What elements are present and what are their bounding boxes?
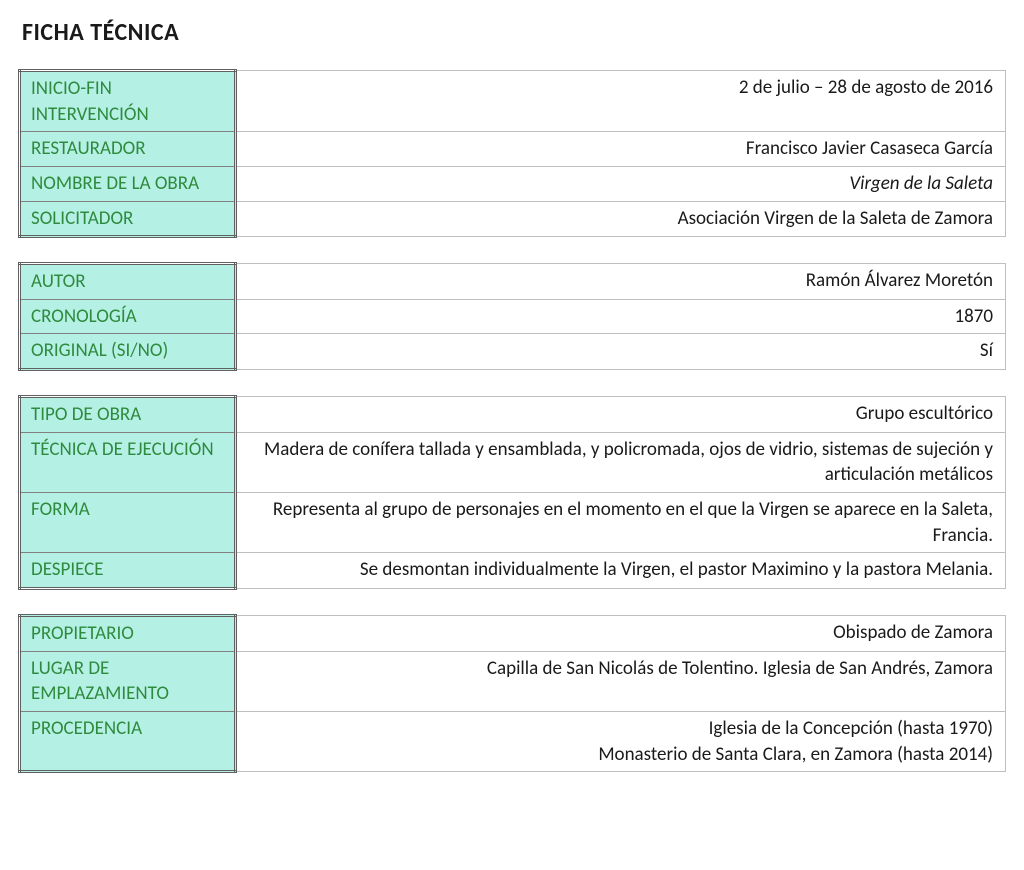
data-block: PROPIETARIOObispado de ZamoraLUGAR DE EM… [18, 614, 1006, 773]
table-row: TIPO DE OBRAGrupo escultórico [20, 397, 1006, 433]
data-block: INICIO-FIN INTERVENCIÓN2 de julio – 28 d… [18, 69, 1006, 238]
table-row: LUGAR DE EMPLAZAMIENTOCapilla de San Nic… [20, 651, 1006, 711]
field-label: DESPIECE [20, 553, 236, 589]
field-value: Virgen de la Saleta [236, 166, 1006, 201]
field-value: Capilla de San Nicolás de Tolentino. Igl… [236, 651, 1006, 711]
field-value: Madera de conífera tallada y ensamblada,… [236, 432, 1006, 492]
field-label: TÉCNICA DE EJECUCIÓN [20, 432, 236, 492]
field-label: AUTOR [20, 264, 236, 300]
field-value: Representa al grupo de personajes en el … [236, 493, 1006, 553]
page-title: FICHA TÉCNICA [22, 18, 1006, 47]
field-value: 1870 [236, 299, 1006, 334]
field-label: PROPIETARIO [20, 615, 236, 651]
field-label: FORMA [20, 493, 236, 553]
field-value-line: Iglesia de la Concepción (hasta 1970) [249, 716, 993, 742]
field-value: Sí [236, 334, 1006, 370]
field-label: LUGAR DE EMPLAZAMIENTO [20, 651, 236, 711]
table-row: ORIGINAL (SI/NO)Sí [20, 334, 1006, 370]
table-row: PROPIETARIOObispado de Zamora [20, 615, 1006, 651]
field-value: Grupo escultórico [236, 397, 1006, 433]
data-block: AUTORRamón Álvarez MoretónCRONOLOGÍA1870… [18, 262, 1006, 371]
table-row: TÉCNICA DE EJECUCIÓNMadera de conífera t… [20, 432, 1006, 492]
data-block: TIPO DE OBRAGrupo escultóricoTÉCNICA DE … [18, 395, 1006, 590]
table-row: AUTORRamón Álvarez Moretón [20, 264, 1006, 300]
table-row: NOMBRE DE LA OBRAVirgen de la Saleta [20, 166, 1006, 201]
table-row: CRONOLOGÍA1870 [20, 299, 1006, 334]
field-label: SOLICITADOR [20, 201, 236, 237]
field-label: TIPO DE OBRA [20, 397, 236, 433]
table-row: SOLICITADORAsociación Virgen de la Salet… [20, 201, 1006, 237]
field-value: Obispado de Zamora [236, 615, 1006, 651]
field-label: CRONOLOGÍA [20, 299, 236, 334]
field-value: Asociación Virgen de la Saleta de Zamora [236, 201, 1006, 237]
field-value: Francisco Javier Casaseca García [236, 132, 1006, 167]
field-label: ORIGINAL (SI/NO) [20, 334, 236, 370]
field-label: PROCEDENCIA [20, 711, 236, 771]
field-value: Ramón Álvarez Moretón [236, 264, 1006, 300]
table-row: RESTAURADORFrancisco Javier Casaseca Gar… [20, 132, 1006, 167]
field-label: NOMBRE DE LA OBRA [20, 166, 236, 201]
table-row: FORMARepresenta al grupo de personajes e… [20, 493, 1006, 553]
field-value: Iglesia de la Concepción (hasta 1970)Mon… [236, 711, 1006, 771]
field-value-line: Monasterio de Santa Clara, en Zamora (ha… [249, 742, 993, 768]
table-row: INICIO-FIN INTERVENCIÓN2 de julio – 28 d… [20, 71, 1006, 132]
field-value: Se desmontan individualmente la Virgen, … [236, 553, 1006, 589]
field-label: INICIO-FIN INTERVENCIÓN [20, 71, 236, 132]
field-label: RESTAURADOR [20, 132, 236, 167]
table-row: DESPIECESe desmontan individualmente la … [20, 553, 1006, 589]
table-row: PROCEDENCIAIglesia de la Concepción (has… [20, 711, 1006, 771]
blocks-container: INICIO-FIN INTERVENCIÓN2 de julio – 28 d… [18, 69, 1006, 773]
field-value: 2 de julio – 28 de agosto de 2016 [236, 71, 1006, 132]
